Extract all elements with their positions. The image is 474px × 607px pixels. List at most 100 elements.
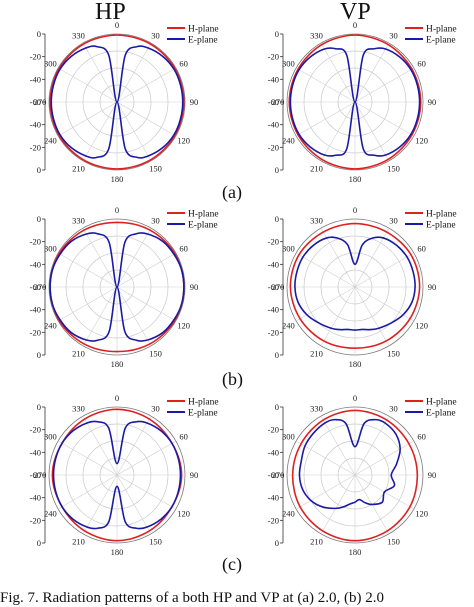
grid-spoke [354,415,390,476]
column-title-hp: HP [95,0,126,25]
angle-tick-label: 300 [44,59,57,69]
angle-tick-label: 300 [282,432,295,442]
row-label-b: (b) [222,369,243,389]
grid-spoke [320,474,356,535]
angle-tick-label: 240 [44,136,57,146]
angle-tick-label: 270 [34,97,47,107]
grid-spoke [116,286,152,347]
grid-spoke [295,252,356,288]
grid-spoke [354,440,415,476]
radial-tick-label: -20 [268,52,279,62]
radial-tick-label: -40 [30,493,41,503]
angle-tick-label: 150 [387,164,400,174]
grid-spoke [116,101,152,162]
angle-tick-label: 240 [282,509,295,519]
series-line-h-plane [291,409,419,542]
radial-tick-label: -20 [30,515,41,525]
grid-spoke [57,286,118,322]
angle-tick-label: 120 [415,509,428,519]
angle-tick-label: 300 [44,244,57,254]
radial-tick-label: -60 [268,470,279,480]
angle-tick-label: 270 [34,470,47,480]
angle-tick-label: 90 [190,282,199,292]
grid-spoke [82,42,118,103]
angle-tick-label: 120 [177,509,190,519]
angle-tick-label: 30 [151,403,160,413]
grid-spoke [116,42,152,103]
angle-tick-label: 210 [310,349,323,359]
angle-tick-label: 180 [349,547,362,557]
polar-chart-5: 0 -20 -40 -60 -40 -20 0 0 30 60 90 120 150 180 210 240 2… [30,393,219,557]
angle-tick-label: 240 [44,509,57,519]
column-title-vp: VP [340,0,371,25]
polar-chart-4: 0 -20 -40 -60 -40 -20 0 0 30 60 90 120 150 180 210 240 2… [268,205,457,369]
angle-tick-label: 30 [389,215,398,225]
radial-tick-label: -40 [30,120,41,130]
angle-tick-label: 330 [72,30,85,40]
angle-tick-label: 60 [417,244,426,254]
radial-tick-label: -20 [268,327,279,337]
grid-spoke [116,440,177,476]
grid-spoke [82,227,118,288]
radial-tick-label: 0 [275,402,279,412]
angle-tick-label: 150 [149,537,162,547]
grid-spoke [320,101,356,162]
radial-tick-label: 0 [275,165,279,175]
grid-spoke [116,415,152,476]
grid-spoke [320,42,356,103]
series-line-h-plane [49,34,185,170]
angle-tick-label: 0 [353,205,357,215]
angle-tick-label: 0 [353,20,357,30]
grid-spoke [57,474,118,510]
angle-tick-label: 120 [177,136,190,146]
radial-tick-label: -20 [30,237,41,247]
radial-tick-label: -20 [30,425,41,435]
angle-tick-label: 210 [72,349,85,359]
radial-tick-label: 0 [37,214,41,224]
polar-chart-3: 0 -20 -40 -60 -40 -20 0 0 30 60 90 120 150 180 210 240 2… [30,205,219,369]
angle-tick-label: 300 [282,59,295,69]
angle-tick-label: 240 [282,321,295,331]
radial-tick-label: -40 [30,74,41,84]
radial-tick-label: 0 [37,402,41,412]
angle-tick-label: 180 [111,359,124,369]
angle-tick-label: 330 [310,403,323,413]
legend-label: H-plane [188,25,219,35]
legend-label: H-plane [426,210,457,220]
angle-tick-label: 270 [272,470,285,480]
angle-tick-label: 180 [111,547,124,557]
radial-tick-label: -60 [268,282,279,292]
grid-spoke [354,286,415,322]
grid-spoke [116,101,177,137]
legend-label: H-plane [188,398,219,408]
angle-tick-label: 150 [387,349,400,359]
angle-tick-label: 180 [349,359,362,369]
radial-tick-label: -20 [268,237,279,247]
angle-tick-label: 150 [149,164,162,174]
radial-tick-label: 0 [37,165,41,175]
legend-label: E-plane [426,409,456,419]
legend-label: H-plane [426,398,457,408]
series-line-e-plane [52,420,182,530]
radial-tick-label: -60 [30,282,41,292]
angle-tick-label: 330 [310,215,323,225]
radial-tick-label: -40 [268,259,279,269]
angle-tick-label: 60 [179,244,188,254]
radial-tick-label: 0 [275,538,279,548]
legend-label: E-plane [426,221,456,231]
angle-tick-label: 90 [428,470,437,480]
angle-tick-label: 0 [353,393,357,403]
series-line-e-plane [298,418,401,510]
angle-tick-label: 330 [310,30,323,40]
angle-tick-label: 0 [115,205,119,215]
radial-tick-label: -20 [268,515,279,525]
grid-spoke [57,440,118,476]
radial-tick-label: 0 [37,350,41,360]
angle-tick-label: 0 [115,20,119,30]
row-label-a: (a) [222,182,242,202]
grid-spoke [57,67,118,103]
polar-chart-2: 0 -20 -40 -60 -40 -20 0 0 30 60 90 120 150 180 210 240 2… [268,20,457,184]
grid-spoke [354,67,415,103]
radial-tick-label: -40 [30,259,41,269]
radial-tick-label: 0 [37,538,41,548]
